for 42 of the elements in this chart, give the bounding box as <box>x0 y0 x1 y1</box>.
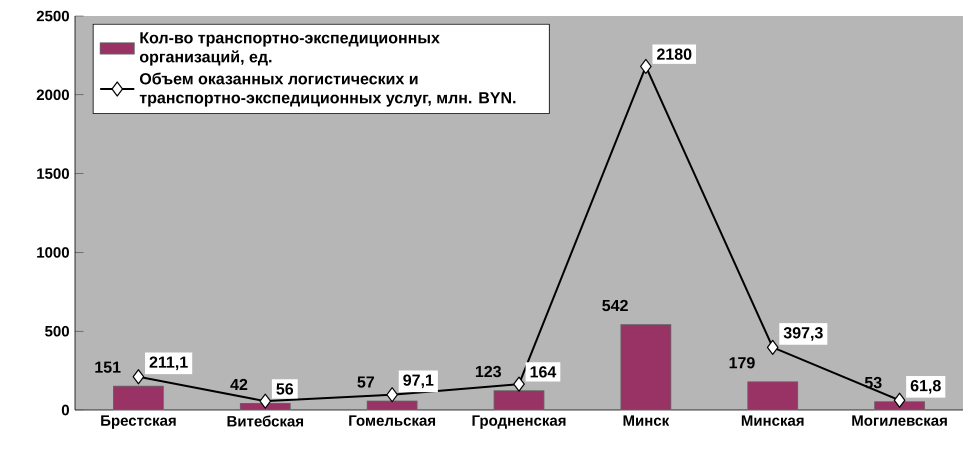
x-tick-label: Минск <box>624 415 670 426</box>
bar <box>747 381 798 410</box>
data-label: 57 <box>357 376 374 388</box>
y-tick-label: 2000 <box>36 89 69 100</box>
data-label: 2180 <box>657 48 692 60</box>
bar <box>113 386 164 410</box>
x-tick-label: Гродненская <box>472 415 566 429</box>
data-label: 56 <box>276 383 294 395</box>
point <box>386 387 398 402</box>
data-label: 397,3 <box>784 327 823 341</box>
point <box>894 392 906 408</box>
point <box>259 394 272 409</box>
data-label: 42 <box>230 378 248 390</box>
bar <box>620 324 672 410</box>
data-label: 61,8 <box>910 380 941 394</box>
y-tick-label: 500 <box>45 326 69 337</box>
data-label: 151 <box>95 362 121 373</box>
data-label: 542 <box>602 300 628 312</box>
x-tick-label: Могилевская <box>852 415 947 426</box>
x-tick-label: Гомельская <box>349 415 436 426</box>
data-label: 211,1 <box>150 356 188 370</box>
x-tick-label: Витебская <box>228 415 304 427</box>
y-tick-label: 1000 <box>37 247 69 258</box>
data-label: 179 <box>730 357 755 368</box>
point <box>132 369 144 384</box>
data-label: 97,1 <box>403 374 434 388</box>
y-tick-label: 2500 <box>36 10 69 22</box>
x-tick-label: Минская <box>742 415 804 426</box>
y-tick-label: 0 <box>62 404 69 416</box>
point <box>766 340 779 355</box>
bar <box>874 401 925 410</box>
point <box>513 376 525 392</box>
x-tick-label: Брестская <box>101 415 176 429</box>
point <box>640 58 652 74</box>
legend-label: Кол-во транспортно-экспедиционных организаций, ед. <box>140 32 440 66</box>
bar <box>494 390 544 410</box>
data-label: 123 <box>476 366 502 378</box>
legend-label: Объем оказанных логистических и транспортно-экспедиционных услуг, млн. BYN. <box>140 72 516 107</box>
y-tick-label: 1500 <box>37 168 69 179</box>
data-label: 164 <box>530 366 556 378</box>
bar <box>240 402 291 410</box>
bar <box>366 400 418 410</box>
